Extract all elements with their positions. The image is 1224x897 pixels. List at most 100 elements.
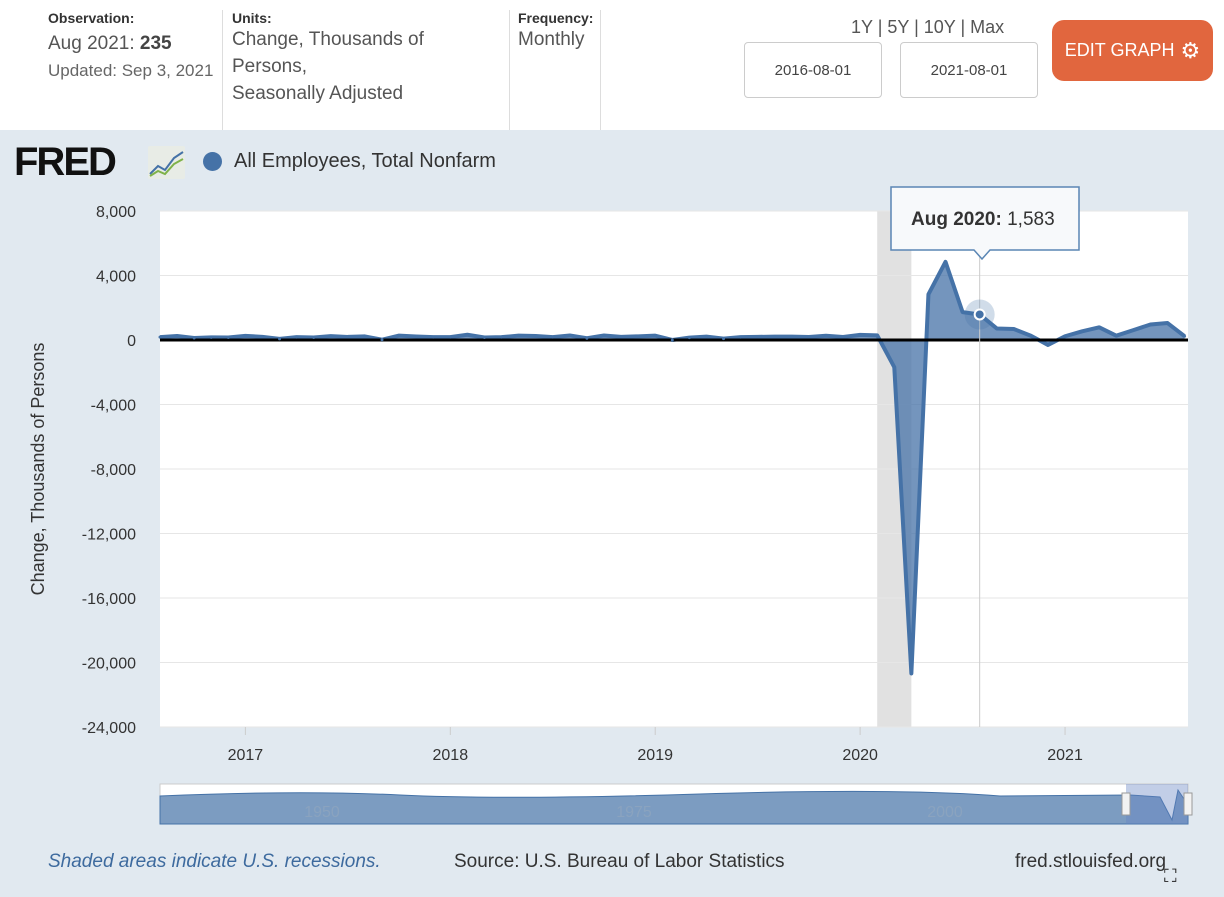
navigator-label: 2000 [927,804,963,821]
observation-label: Observation: [48,10,135,26]
y-tick-label: -20,000 [82,656,136,673]
units-label: Units: [232,10,272,26]
navigator-selection[interactable] [1126,784,1188,824]
x-tick-label: 2019 [637,747,673,764]
data-point [756,335,760,339]
data-point [568,333,572,337]
data-point [841,335,845,339]
y-tick-label: -8,000 [91,462,136,479]
y-tick-label: 4,000 [96,269,136,286]
x-tick-label: 2017 [228,747,264,764]
navigator-series [159,788,1189,825]
source: Source: U.S. Bureau of Labor Statistics [454,851,785,872]
data-point [739,335,743,339]
frequency-value: Monthly [518,29,585,50]
edit-graph-label: EDIT GRAPH [1064,40,1175,60]
recession-note[interactable]: Shaded areas indicate U.S. recessions. [48,851,381,872]
divider [600,10,601,130]
data-point [278,337,282,341]
x-tick-label: 2021 [1047,747,1083,764]
y-tick-label: -4,000 [91,398,136,415]
y-tick-label: -24,000 [82,720,136,737]
data-point [1131,328,1135,332]
frequency-label: Frequency: [518,10,594,26]
fred-chart-icon [148,146,185,179]
data-point [448,335,452,339]
data-point [482,336,486,340]
tooltip-box [890,186,1080,261]
legend-marker [203,152,222,171]
legend: All Employees, Total Nonfarm [203,150,496,173]
y-axis-label: Change, Thousands of Persons [28,343,48,596]
data-point [1114,334,1118,338]
data-point [346,335,350,339]
data-point [209,335,213,339]
data-point [414,335,418,339]
data-point [295,335,299,339]
edit-graph-button[interactable]: EDIT GRAPH ⚙ [1052,20,1213,81]
units-value: Change, Thousands of [232,29,424,50]
navigator-handle[interactable] [1183,792,1193,816]
range-selector: 1Y | 5Y | 10Y | Max [851,17,1005,37]
x-tick-label: 2020 [842,747,878,764]
data-point [961,310,965,314]
data-point [875,333,879,337]
navigator-label: 1950 [304,804,340,821]
data-point [226,336,230,340]
data-point [551,335,555,339]
data-point [722,337,726,341]
data-point [534,334,538,338]
frequency: Frequency: Monthly [518,10,593,130]
fred-logo: FRED [14,140,117,185]
data-point [858,333,862,337]
data-point [807,335,811,339]
units: Units: Change, Thousands of Persons, Sea… [232,10,424,130]
data-point [431,335,435,339]
data-point [1166,321,1170,325]
range-10y[interactable]: 10Y [923,17,956,37]
data-point [687,336,691,340]
y-tick-label: 8,000 [96,204,136,221]
x-tick-label: 2018 [433,747,469,764]
data-point [1012,327,1016,331]
data-point [619,335,623,339]
y-tick-label: -16,000 [82,591,136,608]
data-point [585,336,589,340]
data-point [175,334,179,338]
data-point [243,334,247,338]
data-point [1029,334,1033,338]
navigator-handle[interactable] [1121,792,1131,816]
data-point [517,334,521,338]
data-point [312,336,316,340]
units-value: Persons, [232,56,307,77]
data-point [602,334,606,338]
site-link[interactable]: fred.stlouisfed.org [1015,851,1167,872]
data-point [926,292,930,296]
data-point [158,335,162,339]
legend-label[interactable]: All Employees, Total Nonfarm [234,150,496,172]
tooltip-value: 1,583 [1007,209,1055,230]
range-5y[interactable]: 5Y [887,17,910,37]
data-point [1148,322,1152,326]
data-point [192,336,196,340]
units-value: Seasonally Adjusted [232,83,404,104]
start-date-input[interactable]: 2016-08-01 [744,42,882,98]
data-point [500,335,504,339]
range-max[interactable]: Max [970,17,1005,37]
data-point [773,335,777,339]
data-point [670,338,674,342]
data-point [909,671,913,675]
tooltip-date: Aug 2020: [911,209,1007,230]
data-point [260,335,264,339]
data-point [944,260,948,264]
data-point [1046,343,1050,347]
data-point [465,333,469,337]
gear-icon: ⚙ [1180,37,1201,63]
end-date-input[interactable]: 2021-08-01 [900,42,1038,98]
range-1y[interactable]: 1Y [851,17,873,37]
data-point [704,335,708,339]
fullscreen-icon[interactable]: ⛶ [1164,866,1177,886]
data-point [397,334,401,338]
data-point [380,338,384,342]
